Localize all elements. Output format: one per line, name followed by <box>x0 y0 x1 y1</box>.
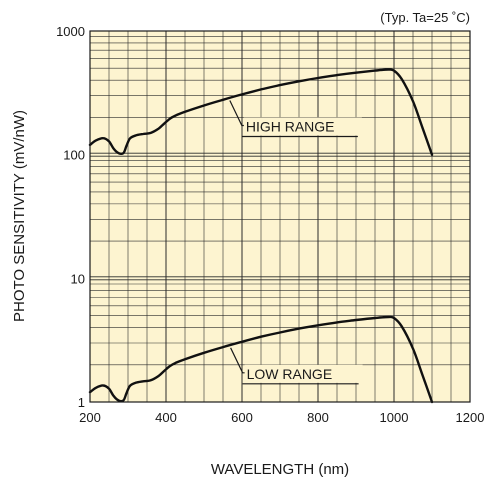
y-tick-100: 100 <box>63 148 85 163</box>
x-tick-labels: 200 400 600 800 1000 1200 <box>79 410 484 425</box>
y-tick-10: 10 <box>71 271 85 286</box>
series-labels: HIGH RANGE LOW RANGE <box>229 100 363 385</box>
grid-major <box>90 31 470 402</box>
series-label-low-range: LOW RANGE <box>247 366 333 382</box>
x-tick-400: 400 <box>155 410 177 425</box>
grid-minor <box>90 31 470 402</box>
series-line-high-range <box>88 68 434 156</box>
label-bg-high-range <box>243 117 362 136</box>
y-tick-1: 1 <box>78 395 85 410</box>
y-axis-label: PHOTO SENSITIVITY (mV/nW) <box>11 110 28 322</box>
y-tick-1000: 1000 <box>56 24 85 39</box>
series-label-high-range: HIGH RANGE <box>246 118 335 134</box>
x-tick-200: 200 <box>79 410 101 425</box>
x-tick-1200: 1200 <box>456 410 485 425</box>
y-tick-labels: 1 10 100 1000 <box>56 24 85 410</box>
x-tick-800: 800 <box>307 410 329 425</box>
x-tick-600: 600 <box>231 410 253 425</box>
x-axis-label: WAVELENGTH (nm) <box>211 461 349 478</box>
x-tick-1000: 1000 <box>380 410 409 425</box>
label-bg-low-range <box>244 364 363 383</box>
series-layer <box>88 68 434 404</box>
temperature-note: (Typ. Ta=25 ˚C) <box>380 10 470 25</box>
plot-frame <box>89 30 471 403</box>
series-line-low-range <box>88 315 434 404</box>
